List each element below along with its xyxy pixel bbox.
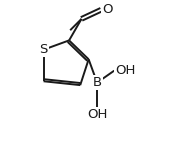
Text: OH: OH xyxy=(87,108,107,121)
Text: S: S xyxy=(39,43,48,56)
Text: OH: OH xyxy=(115,64,136,77)
Text: B: B xyxy=(93,76,102,89)
Text: O: O xyxy=(102,3,112,16)
